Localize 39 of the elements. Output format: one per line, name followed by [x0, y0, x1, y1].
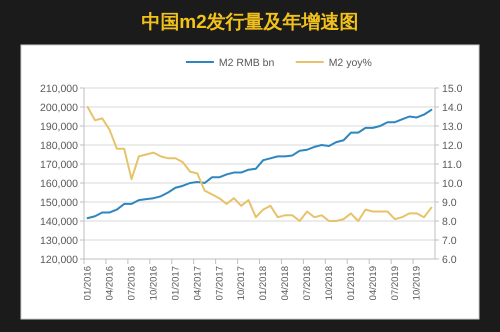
y-tick-label: 200,000 — [40, 102, 78, 114]
y-tick-label: 150,000 — [40, 197, 78, 209]
x-tick-label: 07/2017 — [214, 266, 226, 300]
y2-tick-label: 13.0 — [442, 121, 463, 133]
x-tick-label: 01/2019 — [346, 266, 357, 300]
x-tick-label: 04/2019 — [368, 266, 379, 300]
y-tick-label: 190,000 — [40, 121, 78, 133]
x-tick-label: 10/2019 — [412, 266, 423, 300]
y2-tick-label: 15.0 — [442, 83, 463, 95]
x-tick-label: 01/2018 — [258, 266, 270, 300]
x-tick-label: 07/2018 — [302, 266, 314, 300]
y-tick-label: 180,000 — [40, 140, 78, 152]
x-tick-label: 07/2016 — [126, 266, 138, 300]
y-tick-label: 160,000 — [40, 178, 78, 190]
y2-tick-label: 11.0 — [442, 159, 462, 171]
legend-label: M2 yoy% — [328, 57, 372, 69]
y-tick-label: 170,000 — [40, 159, 78, 171]
x-tick-label: 10/2018 — [324, 266, 335, 300]
y2-tick-label: 7.0 — [442, 235, 457, 247]
x-tick-label: 01/2016 — [82, 266, 94, 300]
chart-title: 中国m2发行量及年增速图 — [141, 11, 359, 33]
x-tick-label: 10/2017 — [236, 266, 248, 300]
y-tick-label: 140,000 — [40, 216, 78, 228]
x-tick-label: 07/2019 — [390, 266, 401, 300]
x-tick-label: 04/2017 — [192, 266, 204, 300]
y2-tick-label: 14.0 — [442, 102, 463, 114]
x-tick-label: 10/2016 — [148, 266, 160, 300]
x-tick-label: 04/2018 — [280, 266, 292, 300]
y-tick-label: 130,000 — [40, 235, 78, 247]
x-tick-label: 04/2016 — [104, 266, 116, 300]
y-tick-label: 210,000 — [40, 83, 78, 95]
y2-tick-label: 6.0 — [442, 254, 457, 266]
legend-label: M2 RMB bn — [218, 57, 274, 69]
y2-tick-label: 9.0 — [442, 197, 457, 209]
y2-tick-label: 12.0 — [442, 140, 463, 152]
x-tick-label: 01/2017 — [170, 266, 182, 300]
y2-tick-label: 10.0 — [442, 178, 463, 190]
y-tick-label: 120,000 — [40, 254, 78, 266]
y2-tick-label: 8.0 — [442, 216, 457, 228]
